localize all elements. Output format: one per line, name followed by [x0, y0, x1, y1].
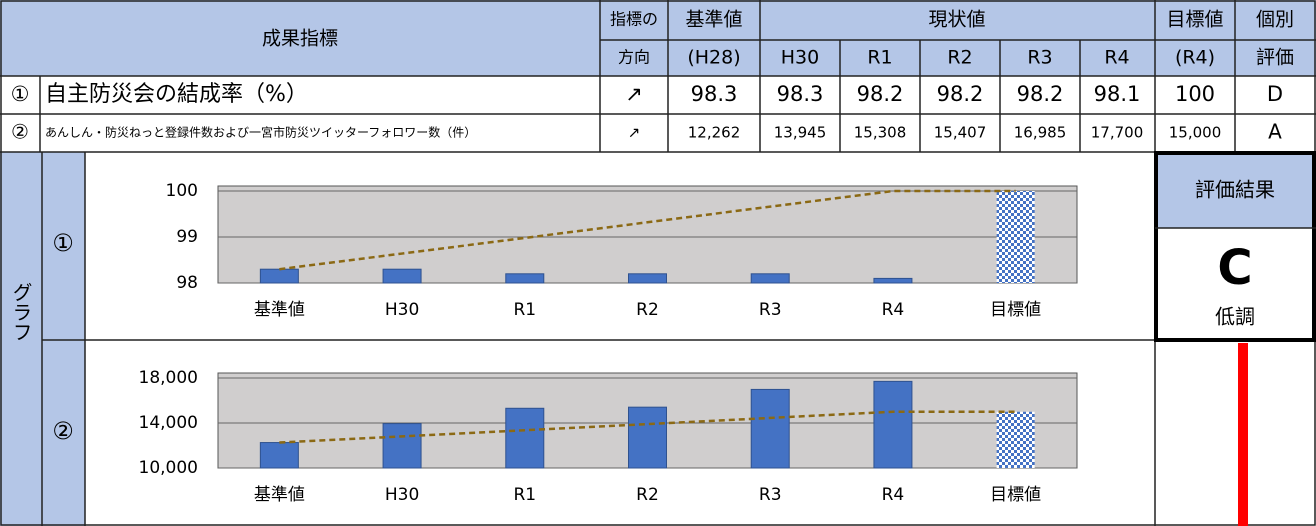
- table-cell: 16,985: [1014, 124, 1067, 142]
- header-cell: 基準値: [685, 9, 742, 31]
- result-label: 低調: [1215, 305, 1255, 329]
- header-cell: R4: [1104, 47, 1129, 69]
- header-cell: 評価: [1256, 47, 1294, 69]
- y-tick-label: 99: [176, 227, 198, 247]
- y-tick-label: 100: [166, 181, 198, 201]
- table-cell: 12,262: [688, 124, 741, 142]
- table-cell: 100: [1175, 82, 1215, 106]
- x-tick-label: 目標値: [990, 485, 1041, 505]
- table-cell: D: [1267, 82, 1283, 106]
- table-cell: ①: [11, 82, 30, 106]
- x-tick-label: 基準値: [254, 485, 305, 505]
- table-cell: 15,308: [854, 124, 907, 142]
- table-cell: ②: [11, 120, 29, 144]
- header-cell: 指標の: [610, 10, 658, 29]
- bar: [750, 273, 790, 284]
- bar: [996, 191, 1035, 283]
- trend-line: [279, 410, 1016, 444]
- table-cell: 98.1: [1094, 82, 1141, 106]
- trend-line: [279, 189, 1016, 271]
- header-cell: (R4): [1175, 47, 1215, 69]
- header-cell: H30: [781, 47, 819, 69]
- header-cell: 方向: [618, 48, 650, 67]
- header-cell: 成果指標: [262, 28, 338, 50]
- table-cell: 17,700: [1091, 124, 1144, 142]
- table-cell: ↗: [628, 124, 641, 142]
- bar: [873, 380, 913, 469]
- header-cell: 個別: [1256, 9, 1294, 31]
- table-cell: 自主防災会の結成率（%）: [45, 82, 308, 107]
- bar: [628, 273, 667, 284]
- graph-label: グラフ: [9, 282, 33, 342]
- header-cell: R2: [947, 47, 972, 69]
- y-tick-label: 18,000: [139, 368, 198, 388]
- x-tick-label: R1: [513, 300, 536, 320]
- x-tick-label: R3: [759, 485, 782, 505]
- bar: [873, 277, 913, 284]
- table-cell: 15,000: [1169, 124, 1222, 142]
- bar: [259, 268, 299, 284]
- header-cell: (H28): [687, 47, 740, 69]
- table-cell: 98.3: [777, 82, 824, 106]
- table-cell: ↗: [625, 82, 643, 106]
- header-cell: 現状値: [928, 9, 985, 31]
- table-cell: 98.2: [1017, 82, 1064, 106]
- x-tick-label: R2: [636, 300, 659, 320]
- bar: [505, 273, 545, 284]
- bar: [505, 407, 545, 469]
- x-tick-label: R4: [882, 300, 905, 320]
- table-cell: 13,945: [774, 124, 827, 142]
- chart-number: ②: [52, 417, 74, 445]
- y-tick-label: 98: [176, 273, 198, 293]
- plot-area: [217, 185, 1078, 284]
- bar: [382, 423, 422, 469]
- bar: [628, 406, 667, 469]
- table-cell: A: [1268, 120, 1282, 144]
- x-tick-label: H30: [385, 300, 419, 320]
- x-tick-label: R1: [513, 485, 536, 505]
- result-title: 評価結果: [1195, 178, 1275, 202]
- table-cell: 98.3: [691, 82, 738, 106]
- x-tick-label: R3: [759, 300, 782, 320]
- x-tick-label: H30: [385, 485, 419, 505]
- table-cell: 98.2: [857, 82, 904, 106]
- graph-labels: グラフ ① ② 評価結果 C 低調: [9, 178, 1275, 446]
- table-cell: 15,407: [934, 124, 987, 142]
- table-cell: 98.2: [937, 82, 984, 106]
- header-cell: R3: [1027, 47, 1052, 69]
- y-tick-label: 14,000: [139, 413, 198, 433]
- x-tick-label: 基準値: [254, 300, 305, 320]
- header: 成果指標 指標の 方向 基準値 (H28) 現状値 H30 R1 R2 R3 R…: [262, 9, 1294, 69]
- table-cell: あんしん・防災ねっと登録件数および一宮市防災ツイッターフォロワー数（件）: [45, 125, 476, 140]
- header-cell: R1: [867, 47, 892, 69]
- x-tick-label: R2: [636, 485, 659, 505]
- x-tick-label: R4: [882, 485, 905, 505]
- bar: [750, 388, 790, 469]
- header-cell: 目標値: [1166, 9, 1223, 31]
- bar: [382, 268, 422, 284]
- y-tick-label: 10,000: [139, 458, 198, 478]
- bar: [259, 442, 299, 469]
- x-tick-label: 目標値: [990, 300, 1041, 320]
- bar: [996, 411, 1035, 468]
- result-grade: C: [1217, 240, 1252, 296]
- chart-number: ①: [52, 229, 74, 257]
